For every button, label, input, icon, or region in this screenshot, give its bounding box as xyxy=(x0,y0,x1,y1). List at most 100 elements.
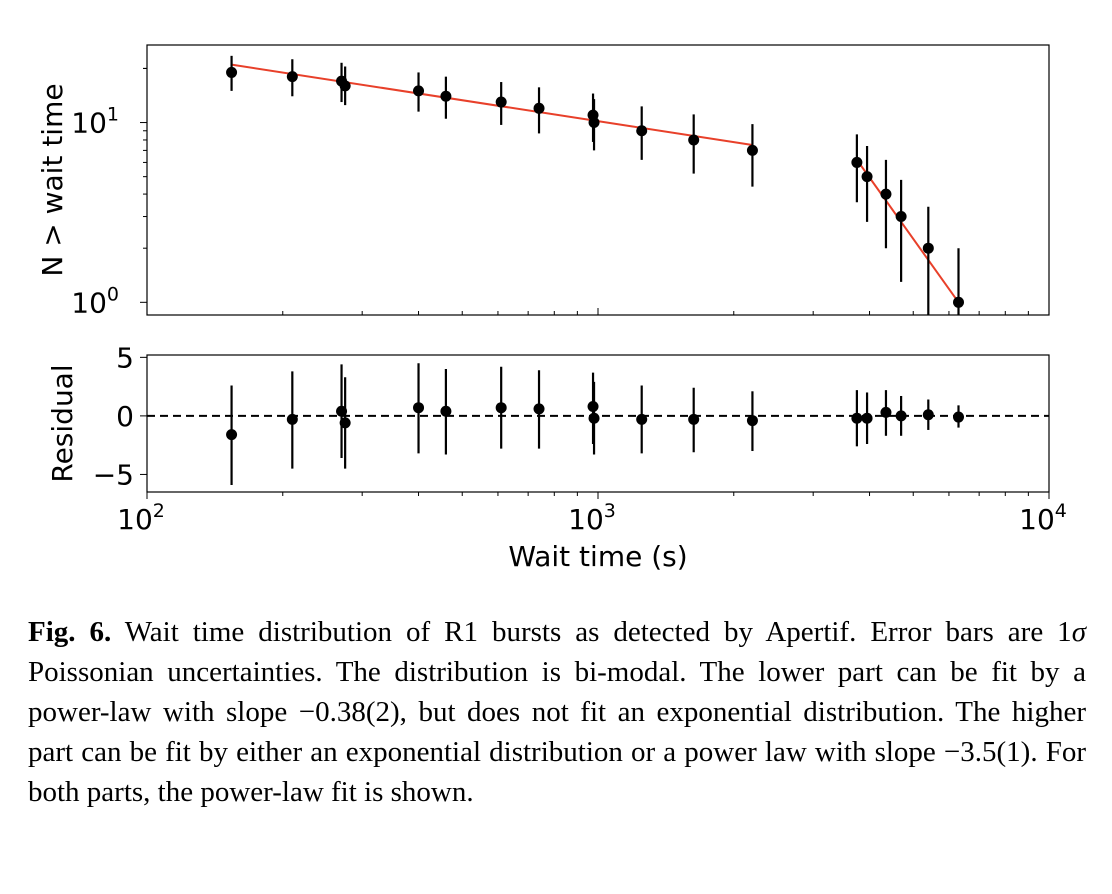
point-marker xyxy=(688,134,700,146)
point-marker xyxy=(688,413,700,425)
residual-data-points xyxy=(226,363,965,485)
data-point xyxy=(636,106,648,160)
top-plot-frame xyxy=(146,44,1050,316)
x-tick-label: 103 xyxy=(568,500,616,536)
point-marker xyxy=(226,66,238,78)
point-marker xyxy=(226,429,238,441)
data-point xyxy=(861,146,873,222)
residual-point xyxy=(953,405,965,428)
residual-point xyxy=(588,381,600,455)
residual-point xyxy=(286,371,298,469)
x-tick-base: 10 xyxy=(568,503,604,536)
y-tick-label: 100 xyxy=(71,283,119,319)
data-point xyxy=(533,87,545,134)
x-axis-label: Wait time (s) xyxy=(508,540,687,573)
point-marker xyxy=(861,171,873,183)
data-point xyxy=(953,248,965,315)
point-marker xyxy=(636,125,648,137)
point-marker xyxy=(440,90,452,102)
x-tick-exponent: 2 xyxy=(153,500,165,522)
caption-text-part1: Wait time distribution of R1 bursts as d… xyxy=(111,616,1072,648)
x-tick-label: 104 xyxy=(1019,500,1067,536)
x-tick-exponent: 3 xyxy=(604,500,616,522)
data-point xyxy=(895,179,907,282)
data-point xyxy=(440,76,452,119)
point-marker xyxy=(339,80,351,92)
point-marker xyxy=(339,417,351,429)
point-marker xyxy=(880,188,892,200)
point-marker xyxy=(880,406,892,418)
caption-sigma: σ xyxy=(1071,616,1086,648)
x-tick-label: 102 xyxy=(117,500,165,536)
x-tick-exponent: 4 xyxy=(1055,500,1067,522)
fit-line-upper xyxy=(856,159,960,303)
power-law-fit-lines xyxy=(231,63,960,303)
top-y-axis-label: N > wait time xyxy=(36,83,69,276)
data-point xyxy=(588,99,600,151)
x-tick-base: 10 xyxy=(117,503,153,536)
residual-point xyxy=(226,385,238,485)
point-marker xyxy=(533,403,545,415)
point-marker xyxy=(922,409,934,421)
point-marker xyxy=(286,71,298,83)
y-tick-exponent: 0 xyxy=(107,283,119,305)
y-tick-label: 101 xyxy=(71,104,119,140)
y-tick-base: 10 xyxy=(71,107,107,140)
residual-point xyxy=(688,387,700,453)
residual-point xyxy=(880,390,892,436)
point-marker xyxy=(851,412,863,424)
data-point xyxy=(339,66,351,106)
data-point xyxy=(746,124,758,187)
residual-point xyxy=(339,377,351,469)
point-marker xyxy=(895,211,907,223)
residual-point xyxy=(495,366,507,449)
residual-point xyxy=(636,385,648,454)
data-point xyxy=(286,59,298,97)
y-tick-label: 5 xyxy=(116,341,134,374)
point-marker xyxy=(495,402,507,414)
data-point xyxy=(880,159,892,249)
bottom-y-axis-label: Residual xyxy=(46,364,79,482)
point-marker xyxy=(588,117,600,129)
residual-point xyxy=(851,390,863,447)
point-marker xyxy=(851,156,863,168)
residual-point xyxy=(746,391,758,452)
point-marker xyxy=(895,410,907,422)
bottom-plot-frame xyxy=(146,354,1050,493)
data-point xyxy=(851,134,863,203)
point-marker xyxy=(495,96,507,108)
point-marker xyxy=(413,402,425,414)
data-point xyxy=(495,82,507,125)
residual-point xyxy=(440,369,452,455)
caption-text-part2: Poissonian uncertainties. The distributi… xyxy=(28,656,1086,808)
y-tick-label: 0 xyxy=(116,400,134,433)
residual-point xyxy=(922,399,934,430)
data-point xyxy=(922,206,934,315)
x-tick-base: 10 xyxy=(1019,503,1055,536)
point-marker xyxy=(861,412,873,424)
point-marker xyxy=(636,413,648,425)
residual-point xyxy=(861,392,873,444)
point-marker xyxy=(533,102,545,114)
y-tick-base: 10 xyxy=(71,286,107,319)
residual-point xyxy=(533,370,545,449)
top-data-points xyxy=(226,55,965,315)
point-marker xyxy=(746,144,758,156)
point-marker xyxy=(953,411,965,423)
residual-point xyxy=(895,395,907,436)
figure-label: Fig. 6. xyxy=(28,616,112,648)
y-tick-label: −5 xyxy=(93,458,134,491)
data-point xyxy=(226,55,238,91)
point-marker xyxy=(953,296,965,308)
point-marker xyxy=(588,412,600,424)
point-marker xyxy=(922,242,934,254)
data-point xyxy=(688,114,700,174)
y-tick-exponent: 1 xyxy=(107,104,119,126)
data-point xyxy=(413,72,425,112)
fit-line-lower xyxy=(231,63,753,146)
point-marker xyxy=(746,415,758,427)
